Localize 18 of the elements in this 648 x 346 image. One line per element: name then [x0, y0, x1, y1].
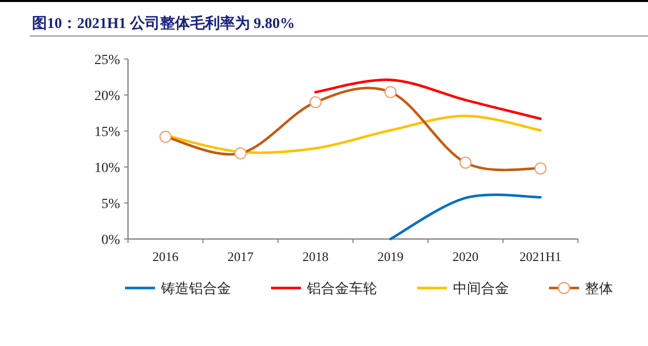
x-tick-label: 2020 [452, 249, 478, 264]
x-tick-label: 2021H1 [520, 249, 562, 264]
x-tick-label: 2016 [152, 249, 179, 264]
legend-label: 铝合金车轮 [306, 281, 377, 297]
y-tick-label: 20% [94, 89, 120, 104]
line-series [314, 78, 542, 120]
y-tick-label: 25% [94, 53, 120, 68]
legend-label: 整体 [585, 281, 613, 297]
y-tick-label: 5% [101, 197, 120, 212]
y-tick-label: 0% [101, 233, 120, 248]
x-tick-label: 2019 [378, 249, 404, 264]
legend-label: 中间合金 [453, 281, 509, 297]
x-tick-label: 2018 [302, 249, 328, 264]
y-tick-label: 15% [94, 125, 120, 140]
x-tick-label: 2017 [228, 249, 254, 264]
chart-title: 图10：2021H1 公司整体毛利率为 9.80% [32, 14, 295, 32]
legend-label: 铸造铝合金 [160, 281, 231, 297]
y-tick-label: 10% [94, 161, 120, 176]
